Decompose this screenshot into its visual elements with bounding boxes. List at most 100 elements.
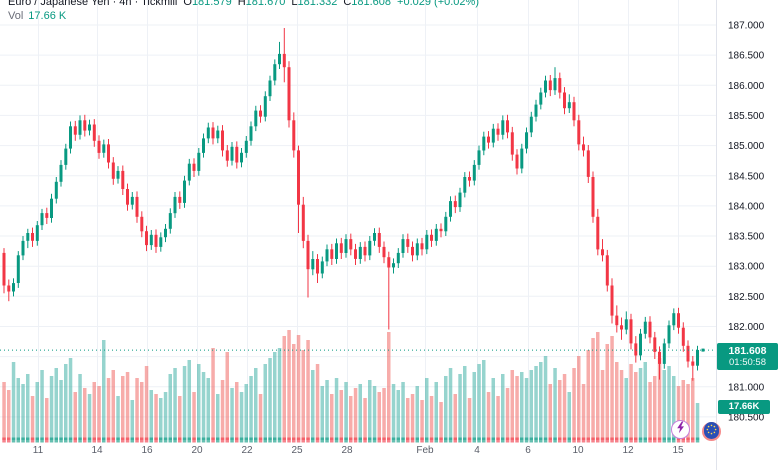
svg-text:12: 12 [622,445,634,456]
svg-text:14: 14 [91,445,103,456]
high-label: H [237,0,246,8]
candle-wick [692,356,694,381]
candle-body [601,249,604,256]
svg-text:6: 6 [525,445,531,456]
candle-body [477,150,481,165]
candle-body [401,239,405,253]
candle-body [244,140,248,153]
candle-body [282,53,286,68]
candle-body [596,216,600,250]
lightning-icon [675,421,686,439]
svg-text:184.500: 184.500 [728,171,765,182]
candle-body [610,285,614,316]
open-value: 181.579 [191,0,232,8]
candle-body [287,67,291,121]
candle-body [415,243,419,256]
price-axis[interactable]: 187.000 186.500 186.000 185.500 185.000 184.5… [728,21,765,424]
low-value: 181.332 [297,0,338,8]
candle-body [178,196,182,203]
candle-body [392,263,395,268]
candle-body [605,255,609,286]
high-value: 181.670 [245,0,286,8]
candle-body [534,104,538,117]
candle-body [344,239,348,253]
candle-body [254,110,258,127]
candle-body [449,201,452,217]
candle-body [64,148,68,165]
candle-body [696,350,699,366]
candle-body [164,228,167,238]
candle-body [126,189,129,205]
candle-body [240,152,243,163]
candle-body [582,144,585,151]
candle-body [406,239,410,247]
current-price-value: 181.608 [728,345,767,358]
volume-legend[interactable]: Vol 17.66 K [8,10,66,22]
current-volume-badge: 17.66K [718,400,770,414]
candle-body [563,92,566,109]
candle-body [358,246,362,259]
candle-body [83,120,87,131]
svg-text:10: 10 [572,445,584,456]
candle-body [506,120,509,133]
candle-body [211,127,215,139]
candle-body [434,228,438,241]
candle-body [487,136,490,143]
bar-countdown: 01:50:58 [729,357,766,369]
time-axis[interactable]: 11 14 16 20 22 25 28 Feb 4 6 10 12 15 [33,445,684,456]
svg-text:183.500: 183.500 [728,232,765,243]
candle-body [259,110,262,117]
candle-body [149,234,153,246]
vertical-gridlines [38,0,679,441]
candle-body [496,128,500,135]
candle-body [35,225,39,241]
candle-body [586,150,590,177]
candle-body [320,261,324,274]
candle-body [420,243,424,250]
candle-body [316,259,319,274]
candle-body [482,136,486,151]
candle-body [54,181,58,199]
candle-body [97,140,101,153]
candle-body [173,196,177,214]
candle-body [667,325,671,344]
candle-body [59,164,63,182]
candle-body [529,116,533,133]
symbol-flag-button[interactable] [702,421,721,442]
volume-histogram [2,330,700,440]
candle-body [453,201,457,208]
eu-flag-icon [704,421,719,442]
candle-body [107,144,110,163]
candle-body [21,240,25,256]
candle-body [672,313,676,326]
candle-body [40,213,44,226]
svg-text:185.500: 185.500 [728,111,765,122]
last-close-marker [701,348,705,352]
candle-body [230,146,234,161]
candle-body [202,138,205,153]
candle-body [116,170,120,179]
candle-body [658,351,661,364]
svg-text:182.000: 182.000 [728,322,765,333]
candle-body [183,180,186,203]
candle-body [278,53,281,65]
svg-text:15: 15 [672,445,684,456]
chart-legend[interactable]: Euro / Japanese Yen · 4h · Tickmill O181.… [8,0,479,9]
candle-body [396,252,400,264]
candles [2,28,699,381]
svg-text:20: 20 [191,445,203,456]
candle-body [662,343,666,364]
candle-body [634,343,638,356]
bar-color-strip [2,437,700,443]
candle-body [16,255,20,283]
volume-label: Vol [8,10,24,22]
candle-body [349,239,353,250]
instant-order-button[interactable] [671,420,690,439]
change-value: +0.029 (+0.02%) [397,0,479,8]
candle-body [567,102,571,109]
candle-body [510,132,514,155]
candle-body [45,213,49,218]
symbol-title: Euro / Japanese Yen · 4h · Tickmill [8,0,178,8]
